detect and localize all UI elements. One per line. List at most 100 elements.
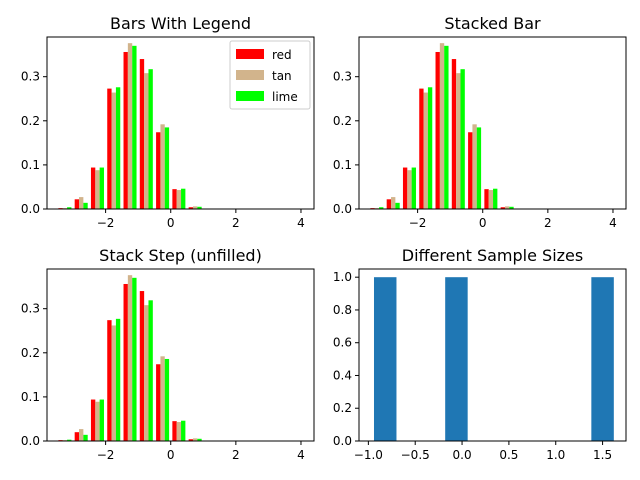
- bar: [488, 190, 494, 209]
- bar: [192, 206, 198, 209]
- bar: [181, 188, 186, 209]
- bar: [164, 127, 170, 209]
- bar: [188, 207, 193, 209]
- bar: [456, 73, 461, 209]
- bar: [139, 59, 145, 209]
- bar: [411, 167, 416, 209]
- bar: [148, 69, 153, 209]
- bar: [156, 132, 161, 209]
- bar: [188, 439, 193, 441]
- y-tick-label: 0.2: [333, 114, 352, 128]
- y-tick-label: 0.1: [21, 390, 40, 404]
- y-tick-label: 0.0: [333, 202, 352, 216]
- x-tick-label: 0: [167, 448, 175, 462]
- bar: [111, 325, 116, 441]
- subplot-2: −2 0 2 4 0.0 0.1 0.2 0.3 Stacked Bar: [333, 14, 627, 230]
- bar: [67, 439, 72, 441]
- x-tick-label: −1.0: [354, 448, 383, 462]
- bar: [132, 277, 137, 441]
- bar: [386, 199, 392, 209]
- x-tick-label: 0: [167, 216, 175, 230]
- subplot-3: −2 0 2 4 0.0 0.1 0.2 0.3 Stack Step (unfilled): [21, 246, 315, 462]
- chart-title: Stack Step (unfilled): [99, 246, 262, 265]
- chart-title: Different Sample Sizes: [402, 246, 583, 265]
- bar: [160, 124, 165, 209]
- x-tick-label: 2: [232, 448, 240, 462]
- bar: [132, 45, 137, 209]
- x-tick-label: −2: [97, 448, 115, 462]
- axes-frame: [46, 36, 315, 210]
- bar: [144, 305, 149, 441]
- bar: [79, 197, 84, 209]
- bar: [373, 277, 397, 441]
- y-tick-label: 0.6: [333, 336, 352, 350]
- legend-label: lime: [272, 90, 298, 104]
- bar: [83, 202, 88, 209]
- bar: [172, 189, 177, 209]
- y-tick-label: 0.2: [21, 346, 40, 360]
- bar: [172, 421, 177, 441]
- legend-swatch: [236, 91, 264, 101]
- y-tick-label: 0.3: [21, 70, 40, 84]
- axes-frame: [46, 268, 315, 442]
- bar: [407, 170, 412, 209]
- bar: [391, 197, 396, 209]
- bar: [160, 356, 165, 441]
- chart-title: Stacked Bar: [444, 14, 541, 33]
- y-tick-label: 0.3: [333, 70, 352, 84]
- legend-label: tan: [272, 69, 292, 83]
- x-tick-label: 2: [232, 216, 240, 230]
- y-tick-label: 0.8: [333, 303, 352, 317]
- bar: [107, 88, 112, 209]
- bar: [139, 291, 145, 441]
- y-tick-label: 0.1: [333, 158, 352, 172]
- y-tick-label: 0.4: [333, 368, 352, 382]
- x-tick-label: 2: [544, 216, 552, 230]
- x-tick-label: 0.0: [453, 448, 472, 462]
- legend-swatch: [236, 70, 264, 80]
- x-tick-label: −2: [97, 216, 115, 230]
- bar: [111, 92, 116, 209]
- bar: [74, 199, 80, 209]
- bar: [427, 87, 433, 209]
- bar: [439, 43, 445, 209]
- legend: red tan lime: [229, 40, 311, 110]
- y-tick-label: 0.3: [21, 302, 40, 316]
- bar: [509, 206, 514, 209]
- y-tick-label: 0.1: [21, 158, 40, 172]
- bar: [107, 320, 112, 441]
- bar: [90, 167, 96, 209]
- bar: [99, 167, 104, 209]
- y-tick-label: 0.0: [21, 202, 40, 216]
- bar: [79, 429, 84, 441]
- bar: [127, 43, 133, 209]
- bar: [164, 358, 170, 441]
- bar: [83, 434, 88, 441]
- bar: [423, 92, 428, 209]
- bar: [197, 438, 202, 441]
- bar: [444, 45, 449, 209]
- bar: [504, 206, 510, 209]
- axes-frame: [358, 268, 627, 442]
- y-tick-label: 0.2: [21, 114, 40, 128]
- bar: [148, 300, 153, 441]
- x-tick-label: −0.5: [401, 448, 430, 462]
- x-tick-label: −2: [409, 216, 427, 230]
- axes-frame: [358, 36, 627, 210]
- bar: [192, 438, 198, 441]
- bar: [435, 51, 440, 209]
- bar: [95, 170, 100, 209]
- subplot-1: −2 0 2 4 0.0 0.1 0.2 0.3 Bars With Legend red tan l…: [21, 14, 315, 230]
- bar: [115, 87, 121, 209]
- x-tick-label: 4: [297, 216, 305, 230]
- bar: [468, 132, 473, 209]
- y-tick-label: 0.0: [21, 434, 40, 448]
- bar: [419, 88, 424, 209]
- bar: [176, 190, 182, 209]
- x-tick-label: 1.5: [593, 448, 612, 462]
- legend-swatch: [236, 49, 264, 59]
- bar: [74, 432, 80, 441]
- bar: [472, 124, 477, 209]
